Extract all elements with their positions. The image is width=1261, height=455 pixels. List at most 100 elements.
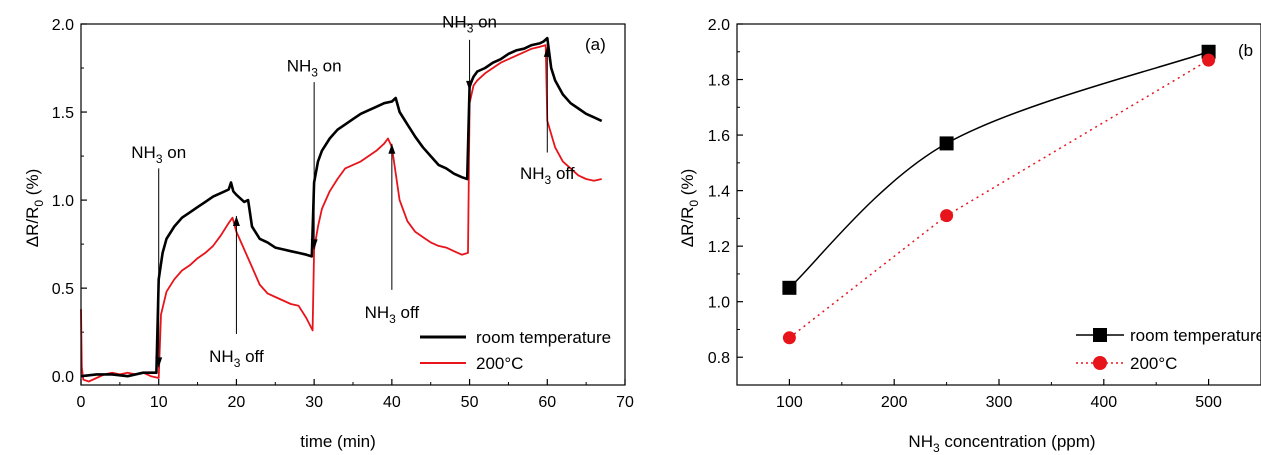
legend-a-label-200c: 200°C	[476, 354, 523, 373]
y-tick-label-1.0: 1.0	[52, 193, 74, 210]
panel-a-series	[80, 36, 603, 383]
annotation-arrow-head	[232, 215, 240, 226]
y-tick-label-1.2: 1.2	[708, 239, 730, 256]
x-tick-label-50: 50	[461, 394, 479, 411]
panel-a-y-axis-title: ΔR/R0 (%)	[23, 169, 46, 248]
y-tick-label-2.0: 2.0	[52, 17, 74, 34]
legend-a-label-room-temperature: room temperature	[476, 328, 611, 347]
panel-b-ylabel-sub: 0	[687, 200, 701, 207]
annotation-label-sub: 3	[545, 173, 552, 187]
annotation-label-base: NH	[287, 57, 312, 76]
panel-a-x-axis-title: time (min)	[300, 432, 376, 451]
annotation-label: NH3 off	[209, 347, 264, 370]
y-tick-label-1.8: 1.8	[708, 73, 730, 90]
annotation-label-tail: on	[163, 143, 187, 162]
y-tick-label-2.0: 2.0	[708, 17, 730, 34]
annotation-label-sub: 3	[311, 66, 318, 80]
panel-b-series	[782, 44, 1216, 345]
y-tick-label-0.5: 0.5	[52, 281, 74, 298]
panel-a-time-response: 0 10 20 30 40 50 60 70 0.00.51.01.52.0 NH3 onNH…	[23, 13, 634, 451]
annotation-arrow-head	[466, 80, 474, 91]
data-point-200-c-100	[782, 331, 796, 345]
x-tick-label-30: 30	[305, 394, 323, 411]
panel-b-label: (b	[1238, 41, 1253, 60]
panel-a-y-tick-labels: 0.0 0.5 1.0 1.5 2.0	[52, 17, 74, 386]
annotation-label-sub: 3	[234, 356, 241, 370]
annotation-label-base: NH	[209, 347, 234, 366]
annotation-label: NH3 off	[520, 164, 575, 187]
annotation-label-tail: on	[318, 57, 342, 76]
annotation-arrow-head	[155, 357, 163, 368]
x-tick-label-100: 100	[776, 394, 803, 411]
legend-b-label-200c: 200°C	[1130, 354, 1177, 373]
y-tick-label-1.5: 1.5	[52, 105, 74, 122]
panel-b-ylabel-tail: (%)	[678, 169, 697, 200]
y-tick-label-1.0: 1.0	[708, 295, 730, 312]
annotation-label-sub: 3	[389, 312, 396, 326]
data-point-200-c-500	[1202, 53, 1216, 67]
annotation-arrow-head	[543, 46, 551, 57]
svg-text:ΔR/R0 (%): ΔR/R0 (%)	[23, 169, 46, 248]
y-tick-label-0.8: 0.8	[708, 350, 730, 367]
annotation-label-base: NH	[131, 143, 156, 162]
annotation-label-base: NH	[520, 164, 545, 183]
panel-b-xlabel-base: NH	[908, 432, 933, 451]
data-point-room-temperature-100	[782, 280, 797, 295]
annotation-nh3-on-30: NH3 on	[287, 57, 342, 250]
panel-a-plot-frame	[80, 23, 626, 386]
annotation-label: NH3 on	[131, 143, 186, 166]
annotation-arrow-head	[310, 239, 318, 250]
panel-a-ylabel-base: ΔR/R	[23, 207, 42, 248]
data-point-200-c-250	[940, 209, 954, 223]
x-tick-label-70: 70	[616, 394, 634, 411]
panel-b-plot-frame	[736, 23, 1261, 386]
panel-a-label: (a)	[585, 35, 606, 54]
x-tick-label-20: 20	[228, 394, 246, 411]
x-tick-label-400: 400	[1090, 394, 1117, 411]
annotation-label-tail: off	[240, 347, 264, 366]
series-line-200-c	[80, 44, 602, 383]
panel-b-y-tick-labels: 0.8 1.0 1.2 1.4 1.6 1.8 2.0	[708, 17, 730, 367]
panel-b-ylabel-base: ΔR/R	[678, 207, 697, 248]
panel-a-x-tick-labels: 0 10 20 30 40 50 60 70	[77, 394, 634, 411]
annotation-label-tail: on	[473, 13, 497, 32]
annotation-label-tail: off	[551, 164, 575, 183]
y-tick-label-1.6: 1.6	[708, 128, 730, 145]
x-tick-label-60: 60	[538, 394, 556, 411]
annotation-nh3-on-50: NH3 on	[442, 13, 497, 91]
panel-b-x-tick-labels: 100 200 300 400 500	[776, 394, 1222, 411]
x-tick-label-200: 200	[881, 394, 908, 411]
annotation-label: NH3 off	[365, 303, 420, 326]
annotation-arrow-head	[388, 143, 396, 154]
panel-a-ylabel-sub: 0	[32, 200, 46, 207]
legend-b-label-room-temperature: room temperature	[1130, 326, 1261, 345]
panel-b-xlabel-sub: 3	[933, 441, 940, 455]
legend-b-marker-200c	[1093, 356, 1107, 370]
annotation-label: NH3 on	[442, 13, 497, 36]
annotation-nh3-off-60: NH3 off	[520, 46, 575, 187]
x-tick-label-40: 40	[383, 394, 401, 411]
panel-b-y-axis-title: ΔR/R0 (%)	[678, 169, 701, 248]
x-tick-label-0: 0	[77, 394, 86, 411]
legend-b-marker-room-temperature	[1093, 328, 1107, 342]
annotation-nh3-off-40: NH3 off	[365, 143, 420, 326]
series-line-room-temperature	[80, 36, 603, 378]
data-point-room-temperature-250	[939, 136, 954, 151]
annotation-label: NH3 on	[287, 57, 342, 80]
x-tick-label-300: 300	[986, 394, 1013, 411]
annotation-label-tail: off	[396, 303, 420, 322]
x-tick-label-10: 10	[150, 394, 168, 411]
svg-text:ΔR/R0 (%): ΔR/R0 (%)	[678, 169, 701, 248]
annotation-nh3-off-20: NH3 off	[209, 215, 264, 370]
annotation-label-base: NH	[365, 303, 390, 322]
panel-b-xlabel-tail: concentration (ppm)	[940, 432, 1096, 451]
annotation-label-sub: 3	[156, 152, 163, 166]
panel-a-legend: room temperature 200°C	[420, 328, 611, 373]
annotation-label-base: NH	[442, 13, 467, 32]
annotation-nh3-on-10: NH3 on	[131, 143, 186, 368]
annotation-label-sub: 3	[467, 22, 474, 36]
panel-b-legend: room temperature 200°C	[1076, 326, 1261, 373]
